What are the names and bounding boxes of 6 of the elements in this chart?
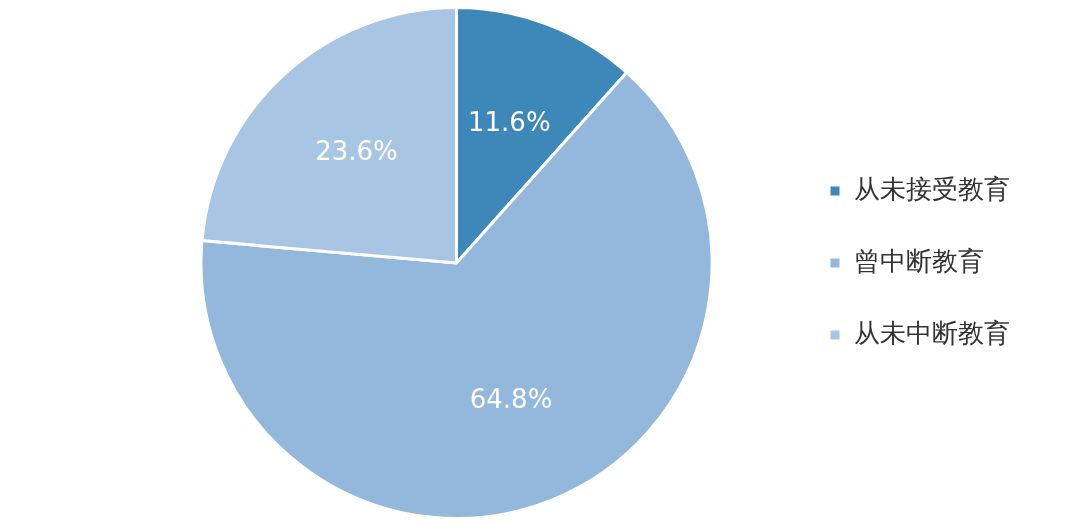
- data-label: 64.8%: [469, 383, 553, 414]
- data-label: 11.6%: [468, 107, 551, 138]
- legend-label: 从未接受教育: [854, 173, 1010, 204]
- legend-label: 曾中断教育: [854, 245, 984, 276]
- data-label: 23.6%: [315, 136, 398, 167]
- legend-label: 从未中断教育: [854, 317, 1010, 348]
